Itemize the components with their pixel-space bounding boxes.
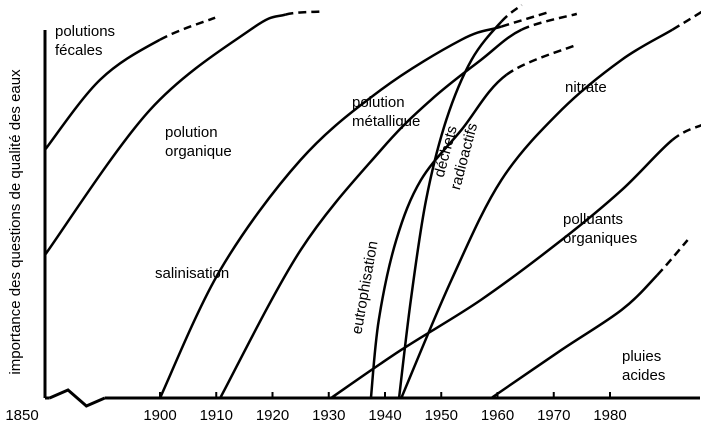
series-line-dashed	[671, 124, 701, 141]
series-line-dashed	[285, 10, 321, 16]
axis-break	[49, 388, 106, 408]
series-line-dashed	[656, 239, 689, 276]
series-label: polution métallique	[352, 94, 421, 130]
series-line-dashed	[159, 16, 216, 41]
series-label: polutions fécales	[55, 23, 116, 59]
series-line	[490, 274, 659, 400]
series-line	[43, 13, 286, 256]
series-label: pluies acides	[622, 348, 666, 384]
series-line	[330, 138, 674, 400]
y-axis-label: importance des questions de qualité des …	[7, 69, 24, 375]
x-tick-label: 1930	[312, 407, 345, 424]
x-tick-label: 1910	[200, 407, 233, 424]
x-tick-label: 1960	[481, 407, 514, 424]
series-line-dashed	[505, 43, 578, 76]
series-line	[397, 20, 503, 399]
series-line-dashed	[521, 12, 578, 31]
series-label: polution organique	[165, 124, 232, 160]
x-tick-label: 1980	[593, 407, 626, 424]
series-label: polluants organiques	[563, 211, 638, 247]
series-line	[369, 73, 508, 399]
x-tick-label: 1950	[425, 407, 458, 424]
x-tick-label: 1900	[143, 407, 176, 424]
series-line-dashed	[671, 10, 701, 31]
series-line	[219, 28, 523, 399]
x-tick-label: 1850	[5, 407, 38, 424]
series-line-dashed	[500, 4, 523, 23]
x-tick-label: 1970	[537, 407, 570, 424]
series-label: salinisation	[155, 265, 230, 282]
x-tick-label: 1940	[368, 407, 401, 424]
series-line-dashed	[501, 11, 548, 28]
series-line	[158, 25, 502, 399]
x-tick-label: 1920	[256, 407, 289, 424]
series-line	[400, 28, 674, 399]
series-label: nitrate	[565, 79, 607, 96]
series-line	[43, 38, 161, 151]
